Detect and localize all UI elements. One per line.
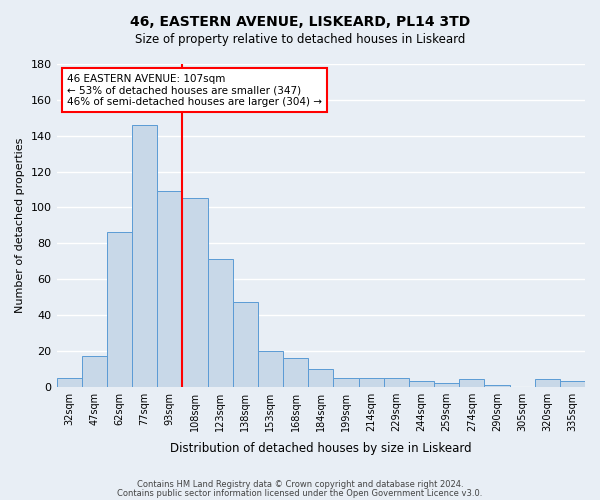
Text: Size of property relative to detached houses in Liskeard: Size of property relative to detached ho… (135, 32, 465, 46)
Bar (182, 198, 208, 386)
Bar (233, 302, 258, 386)
Bar (334, 378, 359, 386)
Bar (560, 382, 585, 386)
Bar (484, 385, 509, 386)
Bar (535, 380, 560, 386)
Bar (459, 380, 484, 386)
Bar (82, 356, 107, 386)
Bar (383, 378, 409, 386)
Bar (258, 351, 283, 386)
Bar (308, 368, 334, 386)
Text: Contains public sector information licensed under the Open Government Licence v3: Contains public sector information licen… (118, 488, 482, 498)
X-axis label: Distribution of detached houses by size in Liskeard: Distribution of detached houses by size … (170, 442, 472, 455)
Text: 46, EASTERN AVENUE, LISKEARD, PL14 3TD: 46, EASTERN AVENUE, LISKEARD, PL14 3TD (130, 15, 470, 29)
Text: 46 EASTERN AVENUE: 107sqm
← 53% of detached houses are smaller (347)
46% of semi: 46 EASTERN AVENUE: 107sqm ← 53% of detac… (67, 74, 322, 107)
Bar (359, 378, 383, 386)
Bar (132, 125, 157, 386)
Text: Contains HM Land Registry data © Crown copyright and database right 2024.: Contains HM Land Registry data © Crown c… (137, 480, 463, 489)
Bar (208, 260, 233, 386)
Bar (157, 192, 182, 386)
Y-axis label: Number of detached properties: Number of detached properties (15, 138, 25, 313)
Bar (56, 378, 82, 386)
Bar (107, 232, 132, 386)
Bar (283, 358, 308, 386)
Bar (409, 382, 434, 386)
Bar (434, 383, 459, 386)
